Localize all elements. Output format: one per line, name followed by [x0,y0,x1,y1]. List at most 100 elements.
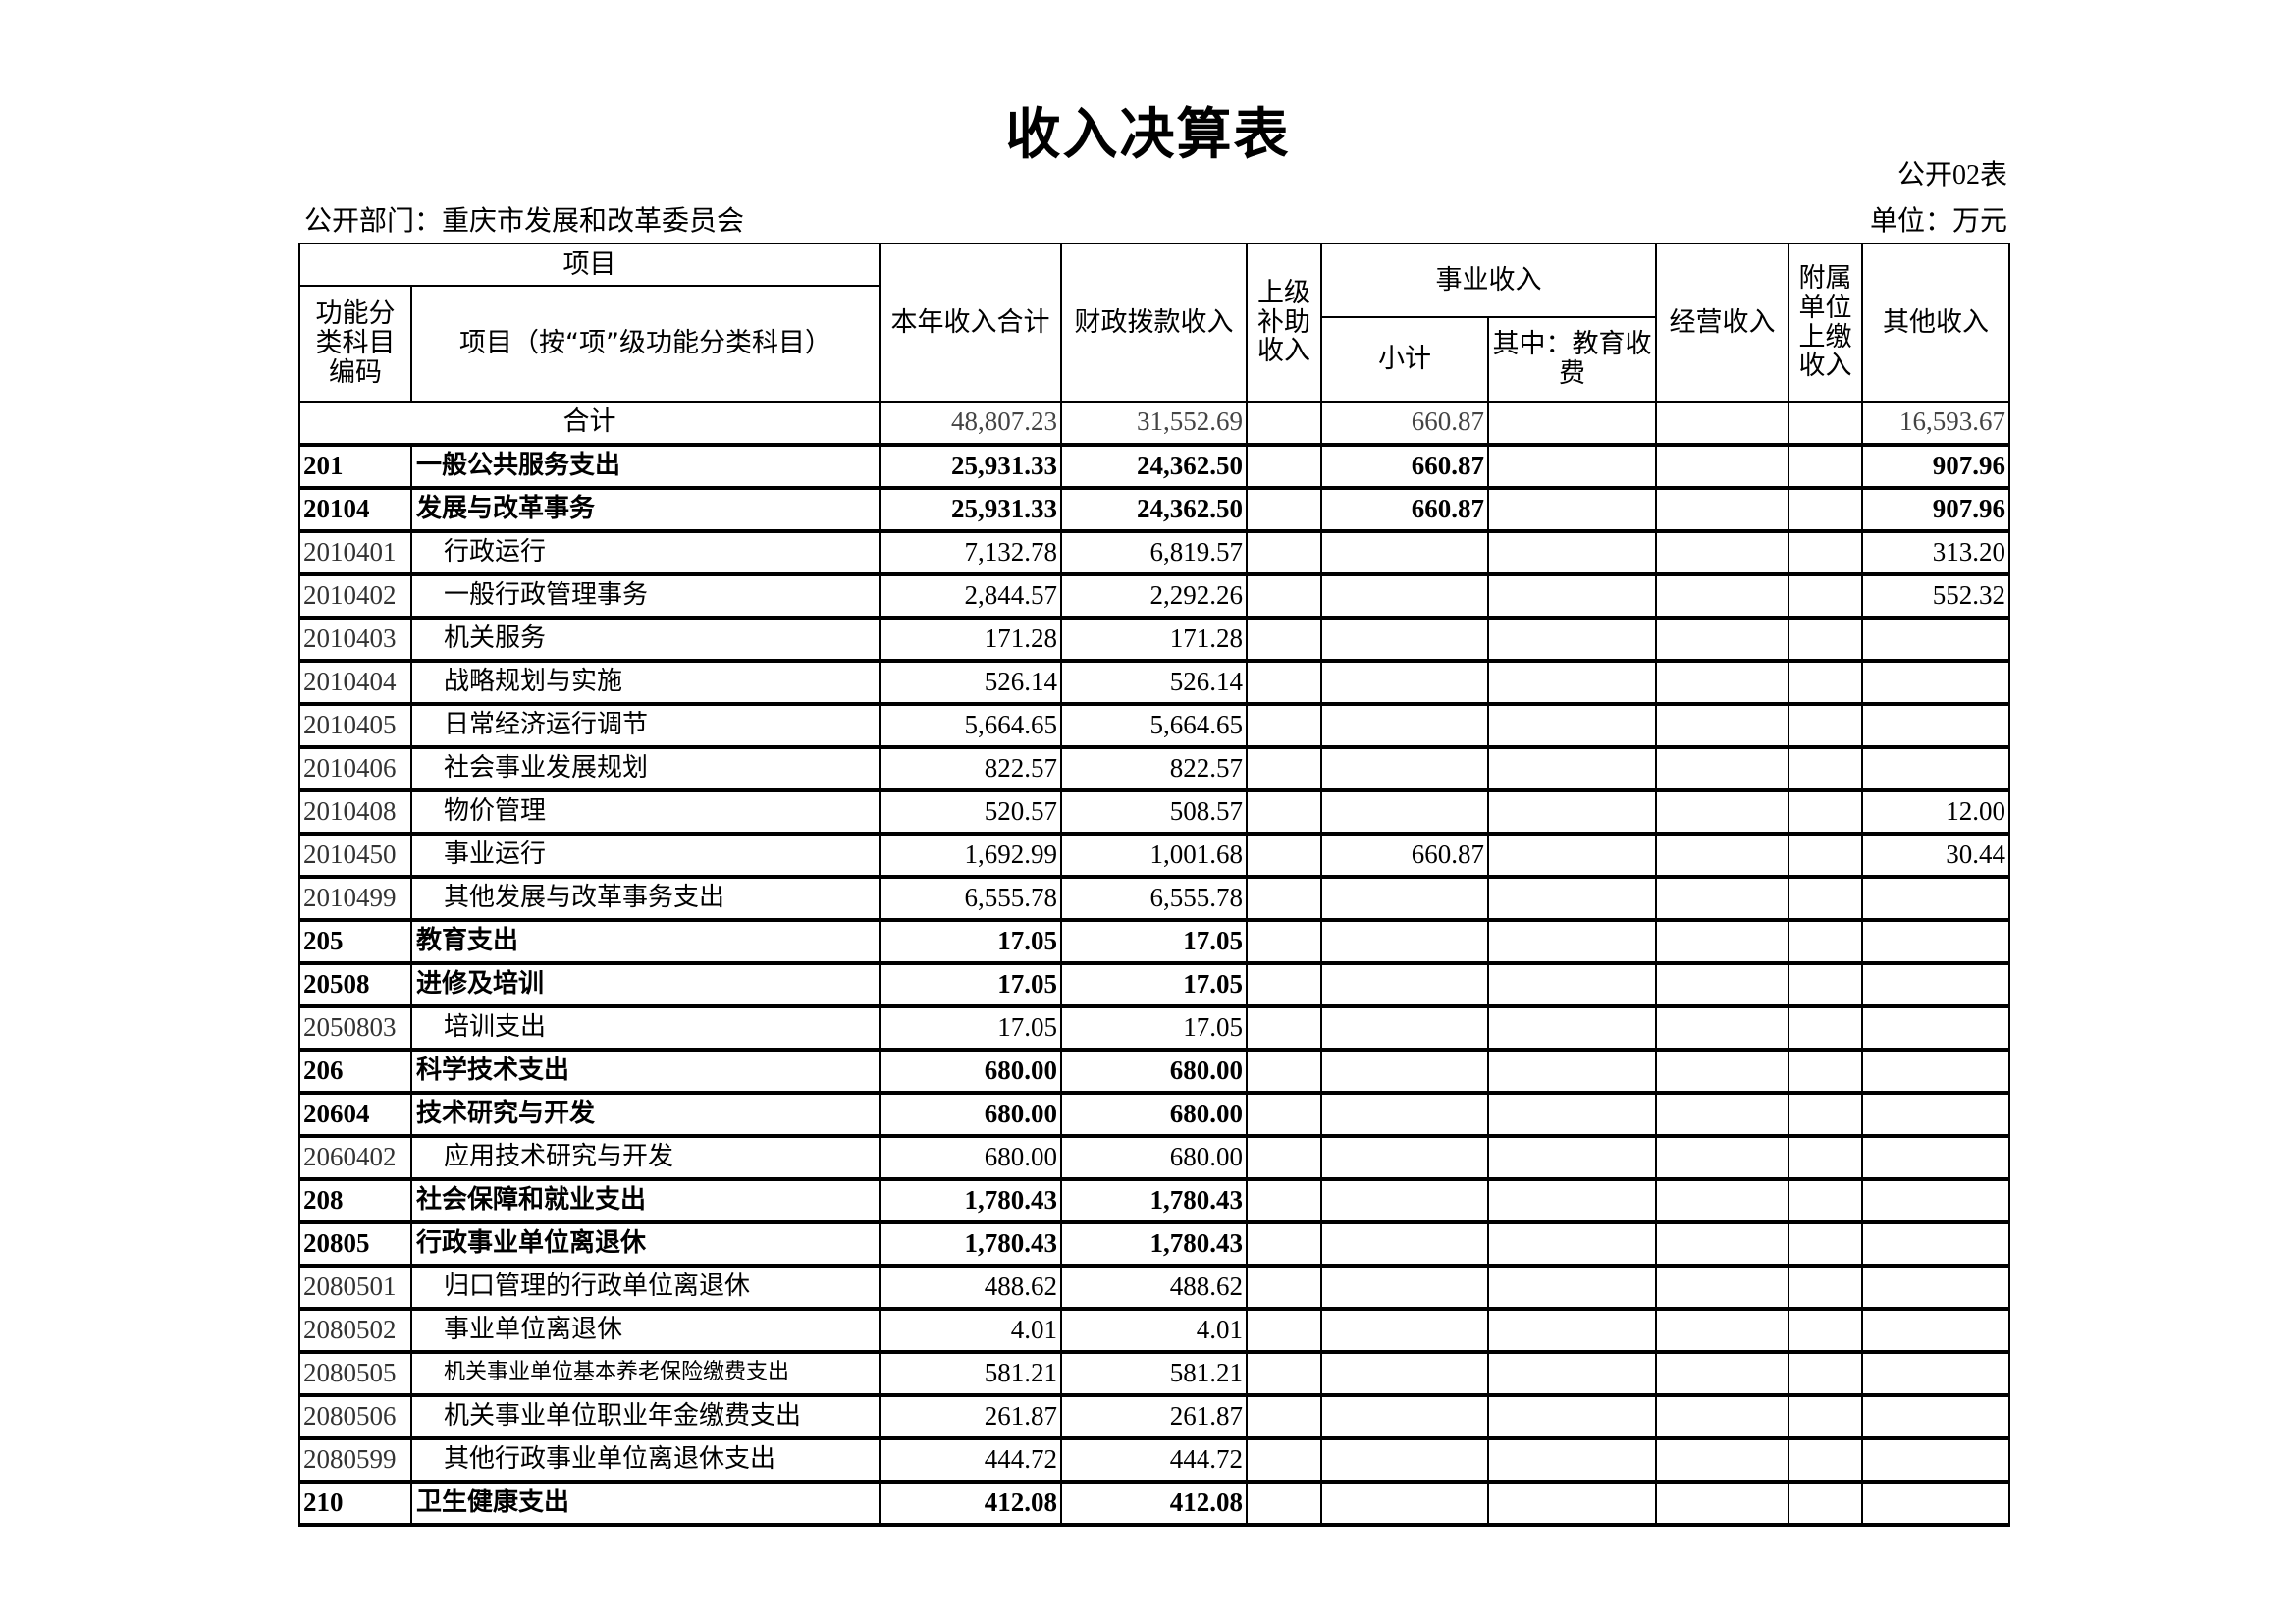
other-cell: 12.00 [1861,788,2010,836]
operating-cell [1655,1393,1789,1440]
table-row: 205 教育支出 17.05 17.05 [298,918,2010,965]
superior-cell [1246,1264,1322,1311]
education-cell [1487,702,1657,749]
superior-cell [1246,918,1322,965]
table-row: 20805 行政事业单位离退休 1,780.43 1,780.43 [298,1220,2010,1268]
fiscal-cell: 412.08 [1060,1480,1248,1527]
superior-cell [1246,486,1322,533]
operating-cell [1655,1436,1789,1484]
fiscal-cell: 24,362.50 [1060,443,1248,490]
code-cell: 2010401 [298,529,412,576]
total-cell: 48,807.23 [879,401,1062,447]
affiliated-cell [1788,659,1863,706]
fiscal-cell: 1,780.43 [1060,1220,1248,1268]
operating-cell [1655,1264,1789,1311]
form-number: 公开02表 [1896,160,2007,190]
superior-cell [1246,1220,1322,1268]
affiliated-cell [1788,745,1863,792]
code-cell: 208 [298,1177,412,1224]
total-cell: 2,844.57 [879,572,1062,620]
code-cell: 20604 [298,1091,412,1138]
education-cell [1487,1480,1657,1527]
code-cell: 210 [298,1480,412,1527]
code-cell: 2010403 [298,616,412,663]
education-cell [1487,1004,1657,1052]
total-cell: 680.00 [879,1134,1062,1181]
operating-cell [1655,659,1789,706]
operating-cell [1655,788,1789,836]
code-cell: 2080502 [298,1307,412,1354]
affiliated-cell [1788,788,1863,836]
subtotal-cell [1320,1220,1489,1268]
education-cell [1487,745,1657,792]
header-business: 事业收入 [1320,243,1657,318]
affiliated-cell [1788,918,1863,965]
subtotal-cell [1320,572,1489,620]
name-cell: 归口管理的行政单位离退休 [410,1264,881,1311]
fiscal-cell: 17.05 [1060,961,1248,1008]
education-cell [1487,659,1657,706]
code-cell: 2010402 [298,572,412,620]
affiliated-cell [1788,1436,1863,1484]
fiscal-cell: 822.57 [1060,745,1248,792]
header-education: 其中：教育收费 [1487,316,1657,403]
other-cell [1861,1177,2010,1224]
affiliated-cell [1788,1264,1863,1311]
header-name: 项目（按“项”级功能分类科目） [410,285,881,403]
fiscal-cell: 444.72 [1060,1436,1248,1484]
fiscal-cell: 508.57 [1060,788,1248,836]
table-row: 2050803 培训支出 17.05 17.05 [298,1004,2010,1052]
fiscal-cell: 526.14 [1060,659,1248,706]
total-cell: 412.08 [879,1480,1062,1527]
affiliated-cell [1788,961,1863,1008]
fiscal-cell: 488.62 [1060,1264,1248,1311]
operating-cell [1655,1480,1789,1527]
superior-cell [1246,1134,1322,1181]
operating-cell [1655,486,1789,533]
superior-cell [1246,745,1322,792]
operating-cell [1655,616,1789,663]
name-cell: 战略规划与实施 [410,659,881,706]
affiliated-cell [1788,572,1863,620]
other-cell [1861,1264,2010,1311]
other-cell: 313.20 [1861,529,2010,576]
header-other: 其他收入 [1861,243,2010,403]
superior-cell [1246,659,1322,706]
code-cell: 2010408 [298,788,412,836]
operating-cell [1655,1220,1789,1268]
affiliated-cell [1788,529,1863,576]
total-cell: 7,132.78 [879,529,1062,576]
total-cell: 6,555.78 [879,875,1062,922]
education-cell [1487,832,1657,879]
operating-cell [1655,1134,1789,1181]
total-cell: 444.72 [879,1436,1062,1484]
table-row: 20604 技术研究与开发 680.00 680.00 [298,1091,2010,1138]
other-cell [1861,1307,2010,1354]
superior-cell [1246,875,1322,922]
code-cell: 2080599 [298,1436,412,1484]
table-row: 2080502 事业单位离退休 4.01 4.01 [298,1307,2010,1354]
superior-cell [1246,1350,1322,1397]
fiscal-cell: 680.00 [1060,1091,1248,1138]
table-row: 2010406 社会事业发展规划 822.57 822.57 [298,745,2010,792]
superior-cell [1246,1480,1322,1527]
name-cell: 技术研究与开发 [410,1091,881,1138]
name-cell: 卫生健康支出 [410,1480,881,1527]
other-cell: 552.32 [1861,572,2010,620]
education-cell [1487,1436,1657,1484]
affiliated-cell [1788,401,1863,447]
total-cell: 5,664.65 [879,702,1062,749]
education-cell [1487,1393,1657,1440]
superior-cell [1246,1393,1322,1440]
code-cell: 2010405 [298,702,412,749]
other-cell: 907.96 [1861,443,2010,490]
affiliated-cell [1788,1480,1863,1527]
income-final-accounts-table: 项目 本年收入合计 财政拨款收入 上级补助收入 事业收入 经营收入 附属单位上缴… [298,243,2010,1527]
name-cell: 一般行政管理事务 [410,572,881,620]
total-cell: 680.00 [879,1091,1062,1138]
other-cell [1861,961,2010,1008]
subtotal-cell [1320,745,1489,792]
header-item: 项目 [298,243,881,287]
fiscal-cell: 171.28 [1060,616,1248,663]
total-cell: 488.62 [879,1264,1062,1311]
